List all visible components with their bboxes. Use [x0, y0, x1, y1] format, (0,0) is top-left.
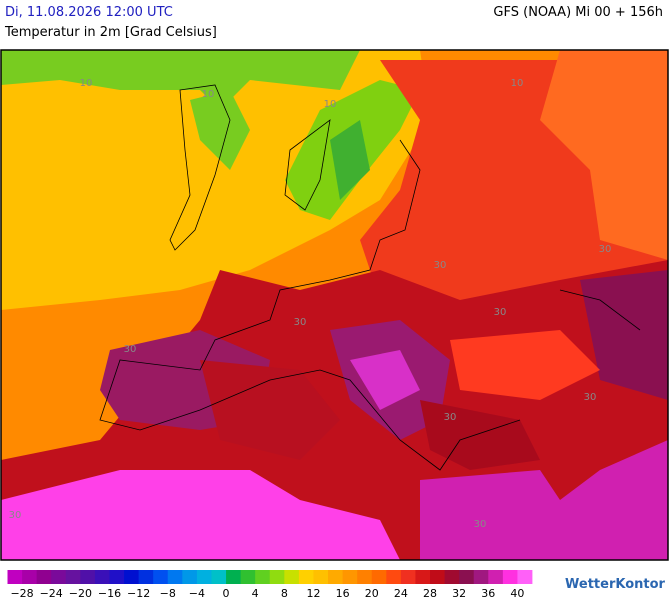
legend-swatch	[153, 570, 169, 584]
contour-label: 10	[324, 99, 337, 110]
legend-swatch	[502, 570, 518, 584]
legend-label: −8	[160, 587, 176, 600]
legend-label: −20	[69, 587, 92, 600]
legend-swatch	[269, 570, 285, 584]
model-run: GFS (NOAA) Mi 00 + 156h	[493, 5, 663, 20]
legend-swatch	[284, 570, 300, 584]
logo: WetterKontor	[565, 577, 666, 592]
contour-label: 30	[434, 260, 447, 271]
subtitle: Temperatur in 2m [Grad Celsius]	[5, 25, 217, 40]
legend-swatch	[444, 570, 460, 584]
legend-swatch	[357, 570, 373, 584]
contour-label: 30	[124, 344, 137, 355]
legend-label: −12	[127, 587, 150, 600]
legend-swatch	[473, 570, 489, 584]
legend-label: 32	[452, 587, 466, 600]
legend-swatch	[211, 570, 227, 584]
legend-swatch	[51, 570, 67, 584]
legend-swatch	[167, 570, 183, 584]
legend-swatch	[36, 570, 52, 584]
legend-swatch	[517, 570, 533, 584]
legend-swatch	[182, 570, 198, 584]
legend-label: 12	[306, 587, 320, 600]
contour-label: 10	[202, 89, 215, 100]
legend-swatch	[371, 570, 387, 584]
legend-swatch	[22, 570, 38, 584]
legend-swatch	[226, 570, 242, 584]
legend-label: −16	[98, 587, 121, 600]
legend-label: 40	[510, 587, 524, 600]
legend-swatch	[196, 570, 212, 584]
legend-swatch	[138, 570, 154, 584]
legend-swatch	[342, 570, 358, 584]
legend-label: 0	[223, 587, 230, 600]
legend-label: 20	[365, 587, 379, 600]
legend-label: −24	[40, 587, 63, 600]
contour-label: 10	[511, 78, 524, 89]
contour-label: 30	[294, 317, 307, 328]
contour-label: 30	[474, 519, 487, 530]
legend-swatch	[65, 570, 81, 584]
legend-swatch	[80, 570, 96, 584]
legend-label: −4	[189, 587, 205, 600]
legend-label: −28	[10, 587, 33, 600]
legend-swatch	[488, 570, 504, 584]
datetime: Di, 11.08.2026 12:00 UTC	[5, 5, 173, 20]
legend-label: 8	[281, 587, 288, 600]
legend-swatch	[415, 570, 431, 584]
legend-swatch	[124, 570, 140, 584]
legend-swatch	[328, 570, 343, 584]
legend-swatch	[240, 570, 256, 584]
map-frame	[0, 49, 669, 561]
legend-swatch	[109, 570, 125, 584]
temperature-field	[1, 50, 668, 560]
legend-swatch	[7, 570, 23, 584]
legend-swatch	[459, 570, 475, 584]
legend-label: 36	[481, 587, 495, 600]
legend-swatch	[313, 570, 329, 584]
contour-label: 30	[9, 510, 22, 521]
contour-label: 10	[80, 78, 93, 89]
legend-swatch	[255, 570, 271, 584]
legend-swatch	[94, 570, 110, 584]
legend-label: 4	[252, 587, 259, 600]
contour-label: 30	[599, 244, 612, 255]
contour-label: 30	[444, 412, 457, 423]
legend-swatch	[298, 570, 314, 584]
legend-label: 28	[423, 587, 437, 600]
legend-swatch	[430, 570, 445, 584]
legend-label: 24	[394, 587, 408, 600]
contour-label: 30	[494, 307, 507, 318]
legend-swatch	[400, 570, 416, 584]
legend-swatch	[386, 570, 402, 584]
legend-label: 16	[336, 587, 350, 600]
contour-label: 30	[584, 392, 597, 403]
